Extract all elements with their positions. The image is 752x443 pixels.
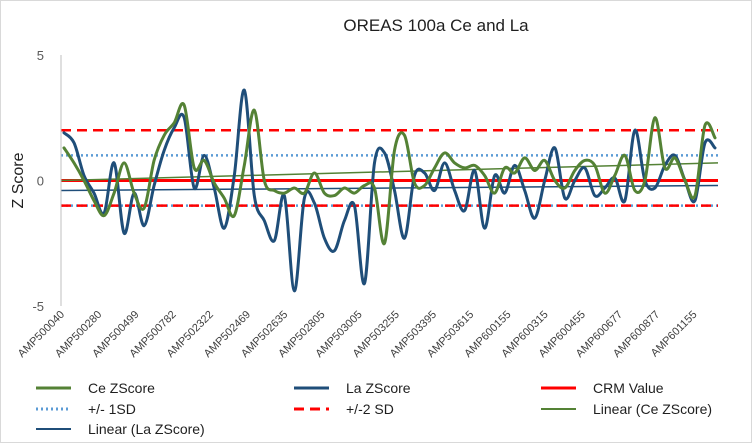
legend: Ce ZScore La ZScore CRM Value +/- 1SD +/-2 S… [36,380,712,437]
y-tick-label: 0 [37,174,44,189]
series-line-ce-zscore [62,102,717,245]
y-axis-label: Z Score [10,152,27,208]
y-tick-label: -5 [32,299,44,314]
legend-item: CRM Value [541,380,664,396]
legend-label: +/-2 SD [346,401,394,417]
legend-label: La ZScore [346,380,411,396]
legend-label: Linear (Ce ZScore) [593,401,712,417]
legend-item: +/- 1SD [36,401,136,417]
legend-label: Linear (La ZScore) [88,421,205,437]
data-series [62,88,717,293]
legend-item: Linear (La ZScore) [36,421,205,437]
legend-item: Linear (Ce ZScore) [541,401,712,417]
x-tick-labels: AMP500040AMP500280AMP500499AMP500782AMP5… [16,309,700,360]
legend-label: CRM Value [593,380,664,396]
legend-item: Ce ZScore [36,380,155,396]
legend-item: La ZScore [294,380,411,396]
legend-item: +/-2 SD [294,401,394,417]
series-line-la-zscore [62,88,717,293]
y-tick-label: 5 [37,48,44,63]
legend-label: Ce ZScore [88,380,155,396]
legend-label: +/- 1SD [88,401,136,417]
chart-title: OREAS 100a Ce and La [343,16,529,35]
y-tick-labels: 5 0 -5 [32,48,44,314]
